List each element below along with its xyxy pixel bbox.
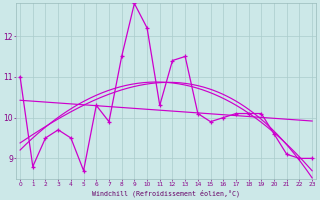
- X-axis label: Windchill (Refroidissement éolien,°C): Windchill (Refroidissement éolien,°C): [92, 189, 240, 197]
